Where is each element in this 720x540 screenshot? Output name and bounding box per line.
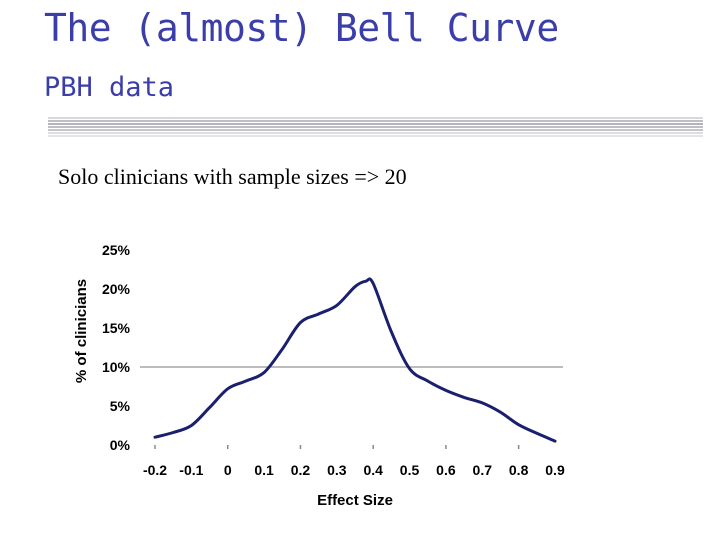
- x-tick-label: 0.2: [291, 462, 311, 478]
- x-tick-label: 0.4: [363, 462, 383, 478]
- series-line: [153, 277, 557, 443]
- y-tick-label: 5%: [110, 398, 131, 414]
- y-tick-label: 10%: [102, 359, 131, 375]
- x-tick-label: -0.2: [143, 462, 167, 478]
- x-tick-label: 0.1: [254, 462, 274, 478]
- x-tick-label: 0.3: [327, 462, 347, 478]
- x-tick-marks: [154, 445, 520, 449]
- x-tick-labels: -0.2 -0.1 0 0.1 0.2 0.3 0.4 0.5 0.6 0.7 0.8 0.9: [143, 462, 565, 478]
- y-tick-label: 25%: [102, 242, 131, 258]
- effect-size-chart: 0% 5% 10% 15% 20% 25% -0.2 -0.1 0 0.1 0.2 0.3 0.4 0.…: [73, 242, 565, 509]
- y-tick-label: 15%: [102, 320, 131, 336]
- x-tick-label: 0: [224, 462, 232, 478]
- y-tick-label: 20%: [102, 281, 131, 297]
- x-tick-label: -0.1: [179, 462, 203, 478]
- x-tick-label: 0.6: [436, 462, 456, 478]
- x-tick-label: 0.8: [509, 462, 529, 478]
- decorative-rule-lines: [48, 117, 703, 137]
- x-tick-label: 0.9: [545, 462, 565, 478]
- chart-caption: Solo clinicians with sample sizes => 20: [58, 164, 407, 189]
- slide-title: The (almost) Bell Curve: [44, 6, 559, 50]
- y-axis-label: % of clinicians: [73, 279, 90, 383]
- slide-subtitle: PBH data: [44, 72, 175, 103]
- x-tick-label: 0.5: [400, 462, 420, 478]
- x-tick-label: 0.7: [473, 462, 493, 478]
- y-tick-labels: 0% 5% 10% 15% 20% 25%: [102, 242, 131, 453]
- x-axis-label: Effect Size: [317, 492, 393, 509]
- y-tick-label: 0%: [110, 437, 131, 453]
